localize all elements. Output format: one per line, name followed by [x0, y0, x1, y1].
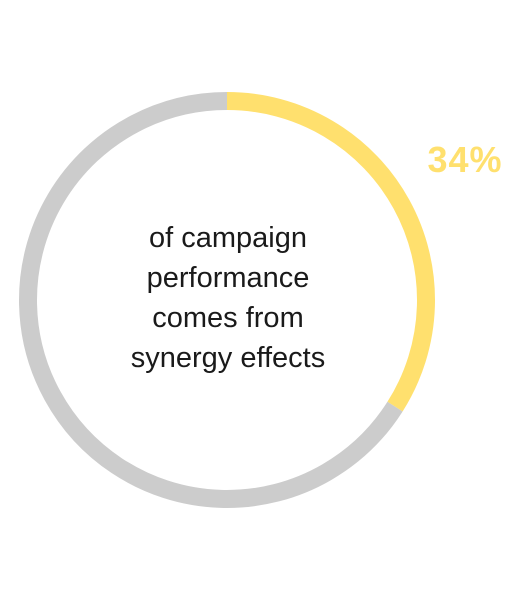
slice-synergy-effects [226, 92, 435, 412]
data-label-percent: 34% [427, 139, 502, 180]
caption-line: performance [146, 262, 310, 294]
center-caption: of campaign performance comes from syner… [90, 218, 366, 378]
caption-line: synergy effects [130, 342, 326, 374]
caption-line: of campaign [149, 222, 307, 254]
slice-remainder [19, 92, 403, 508]
caption-line: comes from [152, 302, 304, 334]
